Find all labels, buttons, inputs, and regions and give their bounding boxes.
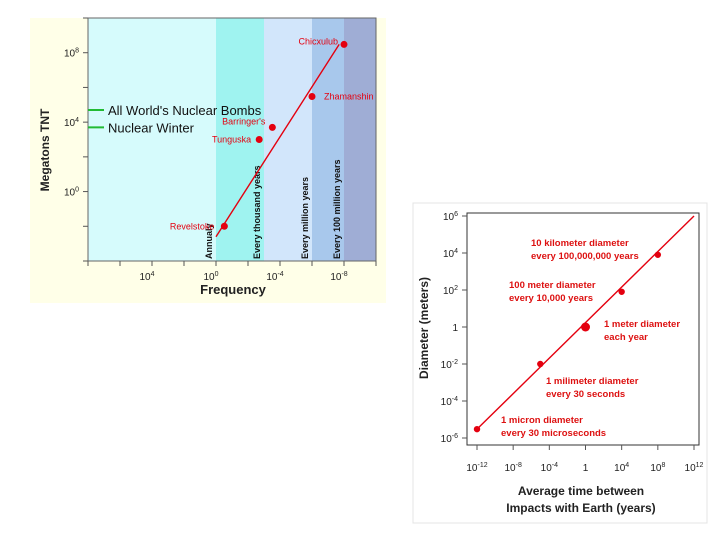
chart2-ylabel: Diameter (meters) [417,277,431,379]
chart1-xtick-label: 10-4 [266,271,283,283]
chart2-points [473,251,662,433]
chart1-xtick-label: 104 [139,271,154,283]
chart1-band-label: Every million years [300,177,310,259]
chart2-xtick-label: 108 [650,462,665,474]
chart2-point [654,251,662,258]
chart2-point [473,425,481,433]
chart1-xtick-label: 10-8 [330,271,347,283]
chart2-annotation: 10 kilometer diameter every 100,000,000 y… [531,238,639,262]
chart1-band-labels: Annualy Every thousand years Every million… [204,159,342,259]
chart2-xlabel-line2: Impacts with Earth (years) [506,501,655,515]
chart2-xtick-label: 10-4 [541,462,558,474]
chart1-ticks: 104 100 10-4 10-8 108 104 100 [64,17,377,283]
chart2-xtick-label: 1012 [685,462,704,474]
chart2-ytick-label: 10-6 [441,433,458,445]
chart2-ytick-label: 1 [452,323,458,334]
chart1-point [255,136,263,143]
chart2-xtick-label: 10-12 [466,462,487,474]
chart2-annotation-line: every 30 microseconds [501,428,606,439]
chart2: 10-12 10-8 10-4 1 104 108 1012 106 104 102 1 10-2 10… [412,202,708,524]
chart2-annotations: 10 kilometer diameter every 100,000,000 y… [501,238,680,439]
chart1-marker-label: All World's Nuclear Bombs [108,103,262,118]
chart1-point [340,40,348,48]
chart1: Annualy Every thousand years Every million… [30,17,386,303]
chart1-fit-line-path [215,44,340,238]
chart1-xtick-label: 100 [203,271,218,283]
chart1-point-label: Chicxulub [298,36,338,46]
chart2-ytick-label: 106 [443,211,458,223]
chart1-nuclear-markers: All World's Nuclear Bombs Nuclear Winter [88,103,262,135]
chart2-annotation-line: 1 meter diameter [604,319,680,330]
chart2-annotation-line: 1 micron diameter [501,415,583,426]
chart2-annotation-line: 10 kilometer diameter [531,238,629,249]
chart1-point-label: Barringer's [222,116,266,126]
chart2-annotation-line: every 10,000 years [509,293,593,304]
chart1-bands [88,18,376,261]
chart2-annotation-line: every 100,000,000 years [531,251,639,262]
chart1-points: Revelstoke Tunguska Barringer's Zhamanshin C… [170,36,374,231]
chart1-ylabel: Megatons TNT [38,108,52,191]
chart1-ytick-label: 108 [64,48,79,60]
chart2-annotation-line: each year [604,332,648,343]
chart2-annotation-line: 100 meter diameter [509,280,596,291]
chart2-point [537,360,544,368]
chart2-ytick-label: 102 [443,285,458,297]
chart1-point-label: Revelstoke [170,221,215,231]
chart2-ticks: 10-12 10-8 10-4 1 104 108 1012 106 104 102 1 10-2 10… [441,211,704,474]
chart1-band-label: Every 100 million years [332,159,342,259]
chart1-point [220,222,228,230]
chart2-xtick-label: 1 [583,463,589,474]
chart2-xlabel: Average time between [518,484,644,498]
chart2-ytick-label: 10-2 [441,359,458,371]
chart1-band-label: Annualy [204,223,214,259]
chart1-fit-line [215,44,340,238]
chart1-ytick-label: 100 [64,187,79,199]
chart1-point-label: Zhamanshin [324,92,374,102]
chart1-band-4 [344,18,376,261]
chart2-annotation: 1 meter diameter each year [604,319,680,343]
chart2-xtick-label: 104 [614,462,629,474]
chart1-point [308,93,316,101]
chart2-point [618,288,625,295]
chart2-annotation: 100 meter diameter every 10,000 years [509,280,596,304]
chart2-ytick-label: 104 [443,248,458,260]
chart1-point-label: Tunguska [212,135,251,145]
chart1-band-label: Every thousand years [252,165,262,259]
chart1-band-2 [264,18,312,261]
chart2-xtick-label: 10-8 [504,462,521,474]
chart1-xlabel: Frequency [200,282,267,297]
chart2-annotation-line: 1 milimeter diameter [546,376,639,387]
chart2-annotation: 1 milimeter diameter every 30 seconds [546,376,639,400]
chart2-point [581,322,590,332]
chart1-band-0 [88,18,216,261]
chart2-ytick-label: 10-4 [441,396,458,408]
chart1-band-3 [312,18,344,261]
chart1-plot-border [87,17,377,262]
chart2-annotation-line: every 30 seconds [546,389,625,400]
chart1-point [268,123,276,131]
chart1-marker-label: Nuclear Winter [108,120,195,135]
chart2-annotation: 1 micron diameter every 30 microseconds [501,415,606,439]
chart1-ytick-label: 104 [64,117,79,129]
